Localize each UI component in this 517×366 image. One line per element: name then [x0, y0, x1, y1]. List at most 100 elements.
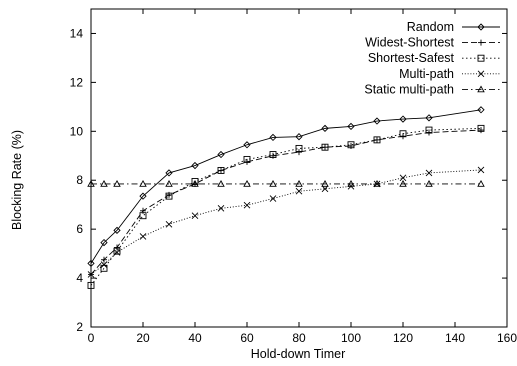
data-point-shortest-safest: [217, 166, 225, 174]
legend-marker: [477, 23, 485, 31]
legend-marker: [477, 70, 485, 78]
data-point-multi-path: [100, 261, 108, 268]
series-shortest-safest: [87, 124, 485, 289]
data-point-shortest-safest: [477, 124, 485, 132]
x-tick-label: 60: [240, 331, 254, 345]
legend-label: Widest-Shortest: [365, 36, 454, 50]
data-point-shortest-safest: [139, 212, 147, 220]
data-point-random: [399, 115, 407, 123]
data-point-multi-path: [321, 185, 329, 193]
data-point-widest-shortest: [426, 129, 432, 136]
data-point-widest-shortest: [296, 149, 302, 156]
data-point-static-multi-path: [87, 179, 95, 187]
data-point-shortest-safest: [269, 151, 277, 158]
data-point-multi-path: [165, 220, 173, 228]
data-point-widest-shortest: [114, 244, 120, 251]
data-point-random: [269, 133, 277, 142]
legend-label: Shortest-Safest: [368, 51, 455, 65]
y-tick-label: 14: [70, 26, 84, 40]
data-point-random: [425, 114, 433, 122]
data-point-static-multi-path: [165, 179, 173, 187]
series-line-shortest-safest: [90, 127, 482, 286]
x-tick-label: 20: [136, 331, 150, 345]
x-axis-ticks: 0 20 40 60 80 100 120 140 160: [88, 9, 517, 345]
data-point-shortest-safest: [191, 178, 199, 185]
data-point-random: [295, 133, 303, 141]
data-point-widest-shortest: [244, 158, 250, 165]
data-point-random: [87, 259, 95, 268]
data-point-static-multi-path: [321, 179, 329, 187]
data-point-shortest-safest: [113, 247, 121, 255]
data-point-shortest-safest: [87, 281, 95, 289]
data-point-shortest-safest: [321, 143, 329, 151]
data-point-static-multi-path: [217, 179, 225, 187]
data-point-shortest-safest: [165, 192, 173, 200]
x-tick-label: 40: [188, 331, 202, 345]
data-point-static-multi-path: [243, 179, 251, 187]
data-point-static-multi-path: [191, 179, 199, 187]
data-point-multi-path: [269, 195, 277, 202]
data-point-shortest-safest: [347, 141, 355, 149]
series-line-multi-path: [90, 169, 482, 275]
data-point-shortest-safest: [399, 130, 407, 138]
y-axis-ticks: 2 4 6 8 10 12 14: [70, 26, 507, 334]
series-static-multi-path: [87, 179, 485, 187]
data-point-random: [100, 238, 108, 247]
series-line-random: [90, 109, 482, 264]
data-point-shortest-safest: [373, 136, 381, 144]
data-point-multi-path: [477, 166, 485, 174]
data-point-multi-path: [217, 205, 225, 212]
legend-item-widest-shortest: Widest-Shortest: [365, 36, 500, 50]
x-tick-label: 140: [445, 331, 465, 345]
data-point-multi-path: [87, 271, 95, 278]
data-point-multi-path: [191, 212, 199, 220]
data-point-static-multi-path: [477, 179, 485, 187]
data-point-random: [243, 141, 251, 149]
y-tick-label: 4: [76, 271, 83, 285]
data-point-multi-path: [243, 201, 251, 209]
y-tick-label: 10: [70, 124, 84, 138]
data-point-multi-path: [425, 169, 433, 177]
data-point-random: [113, 226, 121, 235]
legend-label: Static multi-path: [364, 82, 454, 96]
legend-marker: [478, 39, 484, 46]
data-point-random: [217, 150, 225, 159]
data-point-widest-shortest: [478, 127, 484, 134]
data-point-static-multi-path: [100, 179, 108, 187]
x-tick-label: 100: [341, 331, 361, 345]
data-point-static-multi-path: [295, 179, 303, 187]
x-tick-label: 160: [497, 331, 517, 345]
series-line-widest-shortest: [90, 129, 482, 275]
data-point-widest-shortest: [218, 167, 224, 174]
x-tick-label: 80: [292, 331, 306, 345]
data-point-static-multi-path: [425, 179, 433, 187]
data-point-multi-path: [399, 174, 407, 182]
data-point-multi-path: [139, 233, 147, 240]
y-tick-label: 12: [70, 75, 84, 89]
series-layer: [87, 106, 485, 289]
x-tick-label: 120: [393, 331, 413, 345]
y-tick-label: 2: [76, 320, 83, 334]
y-tick-label: 6: [76, 222, 83, 236]
data-point-shortest-safest: [295, 144, 303, 152]
data-point-multi-path: [295, 187, 303, 195]
data-point-random: [165, 169, 173, 177]
legend-marker: [477, 85, 485, 93]
data-point-shortest-safest: [243, 155, 251, 163]
legend-label: Multi-path: [399, 67, 454, 81]
data-point-random: [477, 106, 485, 114]
data-point-random: [191, 161, 199, 170]
data-point-widest-shortest: [101, 256, 107, 263]
y-axis-label: Blocking Rate (%): [10, 130, 24, 230]
legend-item-shortest-safest: Shortest-Safest: [368, 51, 500, 65]
data-point-static-multi-path: [399, 179, 407, 187]
data-point-static-multi-path: [347, 179, 355, 187]
x-axis-label: Hold-down Timer: [251, 347, 345, 361]
legend-item-static-multi-path: Static multi-path: [364, 82, 500, 96]
series-multi-path: [87, 166, 485, 278]
data-point-shortest-safest: [100, 264, 108, 272]
data-point-static-multi-path: [373, 179, 381, 187]
data-point-random: [139, 192, 147, 200]
